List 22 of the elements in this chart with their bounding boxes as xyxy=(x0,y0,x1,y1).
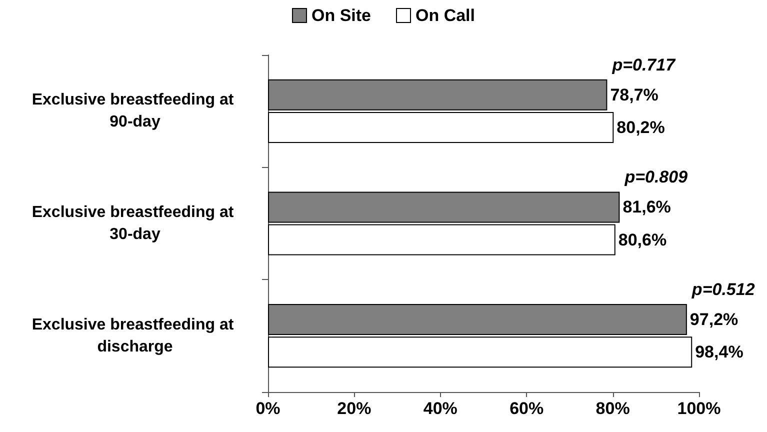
y-tick-label: Exclusive breastfeeding at 30-day xyxy=(32,204,238,243)
y-tick-label: Exclusive breastfeeding at discharge xyxy=(32,316,238,356)
legend-label: On Site xyxy=(311,6,372,25)
x-tick-label: 20% xyxy=(337,399,372,418)
annotation: p=0.809 xyxy=(624,168,688,187)
annotation: p=0.512 xyxy=(690,280,756,300)
bar xyxy=(268,192,620,223)
data-label: 97,2% xyxy=(690,310,738,330)
annotation: p=0.717 xyxy=(611,55,677,74)
data-label: 98,4% xyxy=(695,342,744,362)
x-tick-label: 60% xyxy=(510,399,544,418)
x-tick-label: 0% xyxy=(256,399,280,418)
x-tick-label: 80% xyxy=(596,399,630,418)
x-tick-label: 40% xyxy=(423,399,458,418)
data-label: 78,7% xyxy=(610,85,658,104)
bar xyxy=(268,224,616,256)
x-tick-label: 100% xyxy=(677,399,721,418)
data-label: 80,6% xyxy=(618,230,667,250)
legend-label: On Call xyxy=(416,6,476,25)
y-tick-label: Exclusive breastfeeding at 90-day xyxy=(32,92,238,131)
data-label: 81,6% xyxy=(622,198,671,217)
data-label: 80,2% xyxy=(616,118,665,137)
